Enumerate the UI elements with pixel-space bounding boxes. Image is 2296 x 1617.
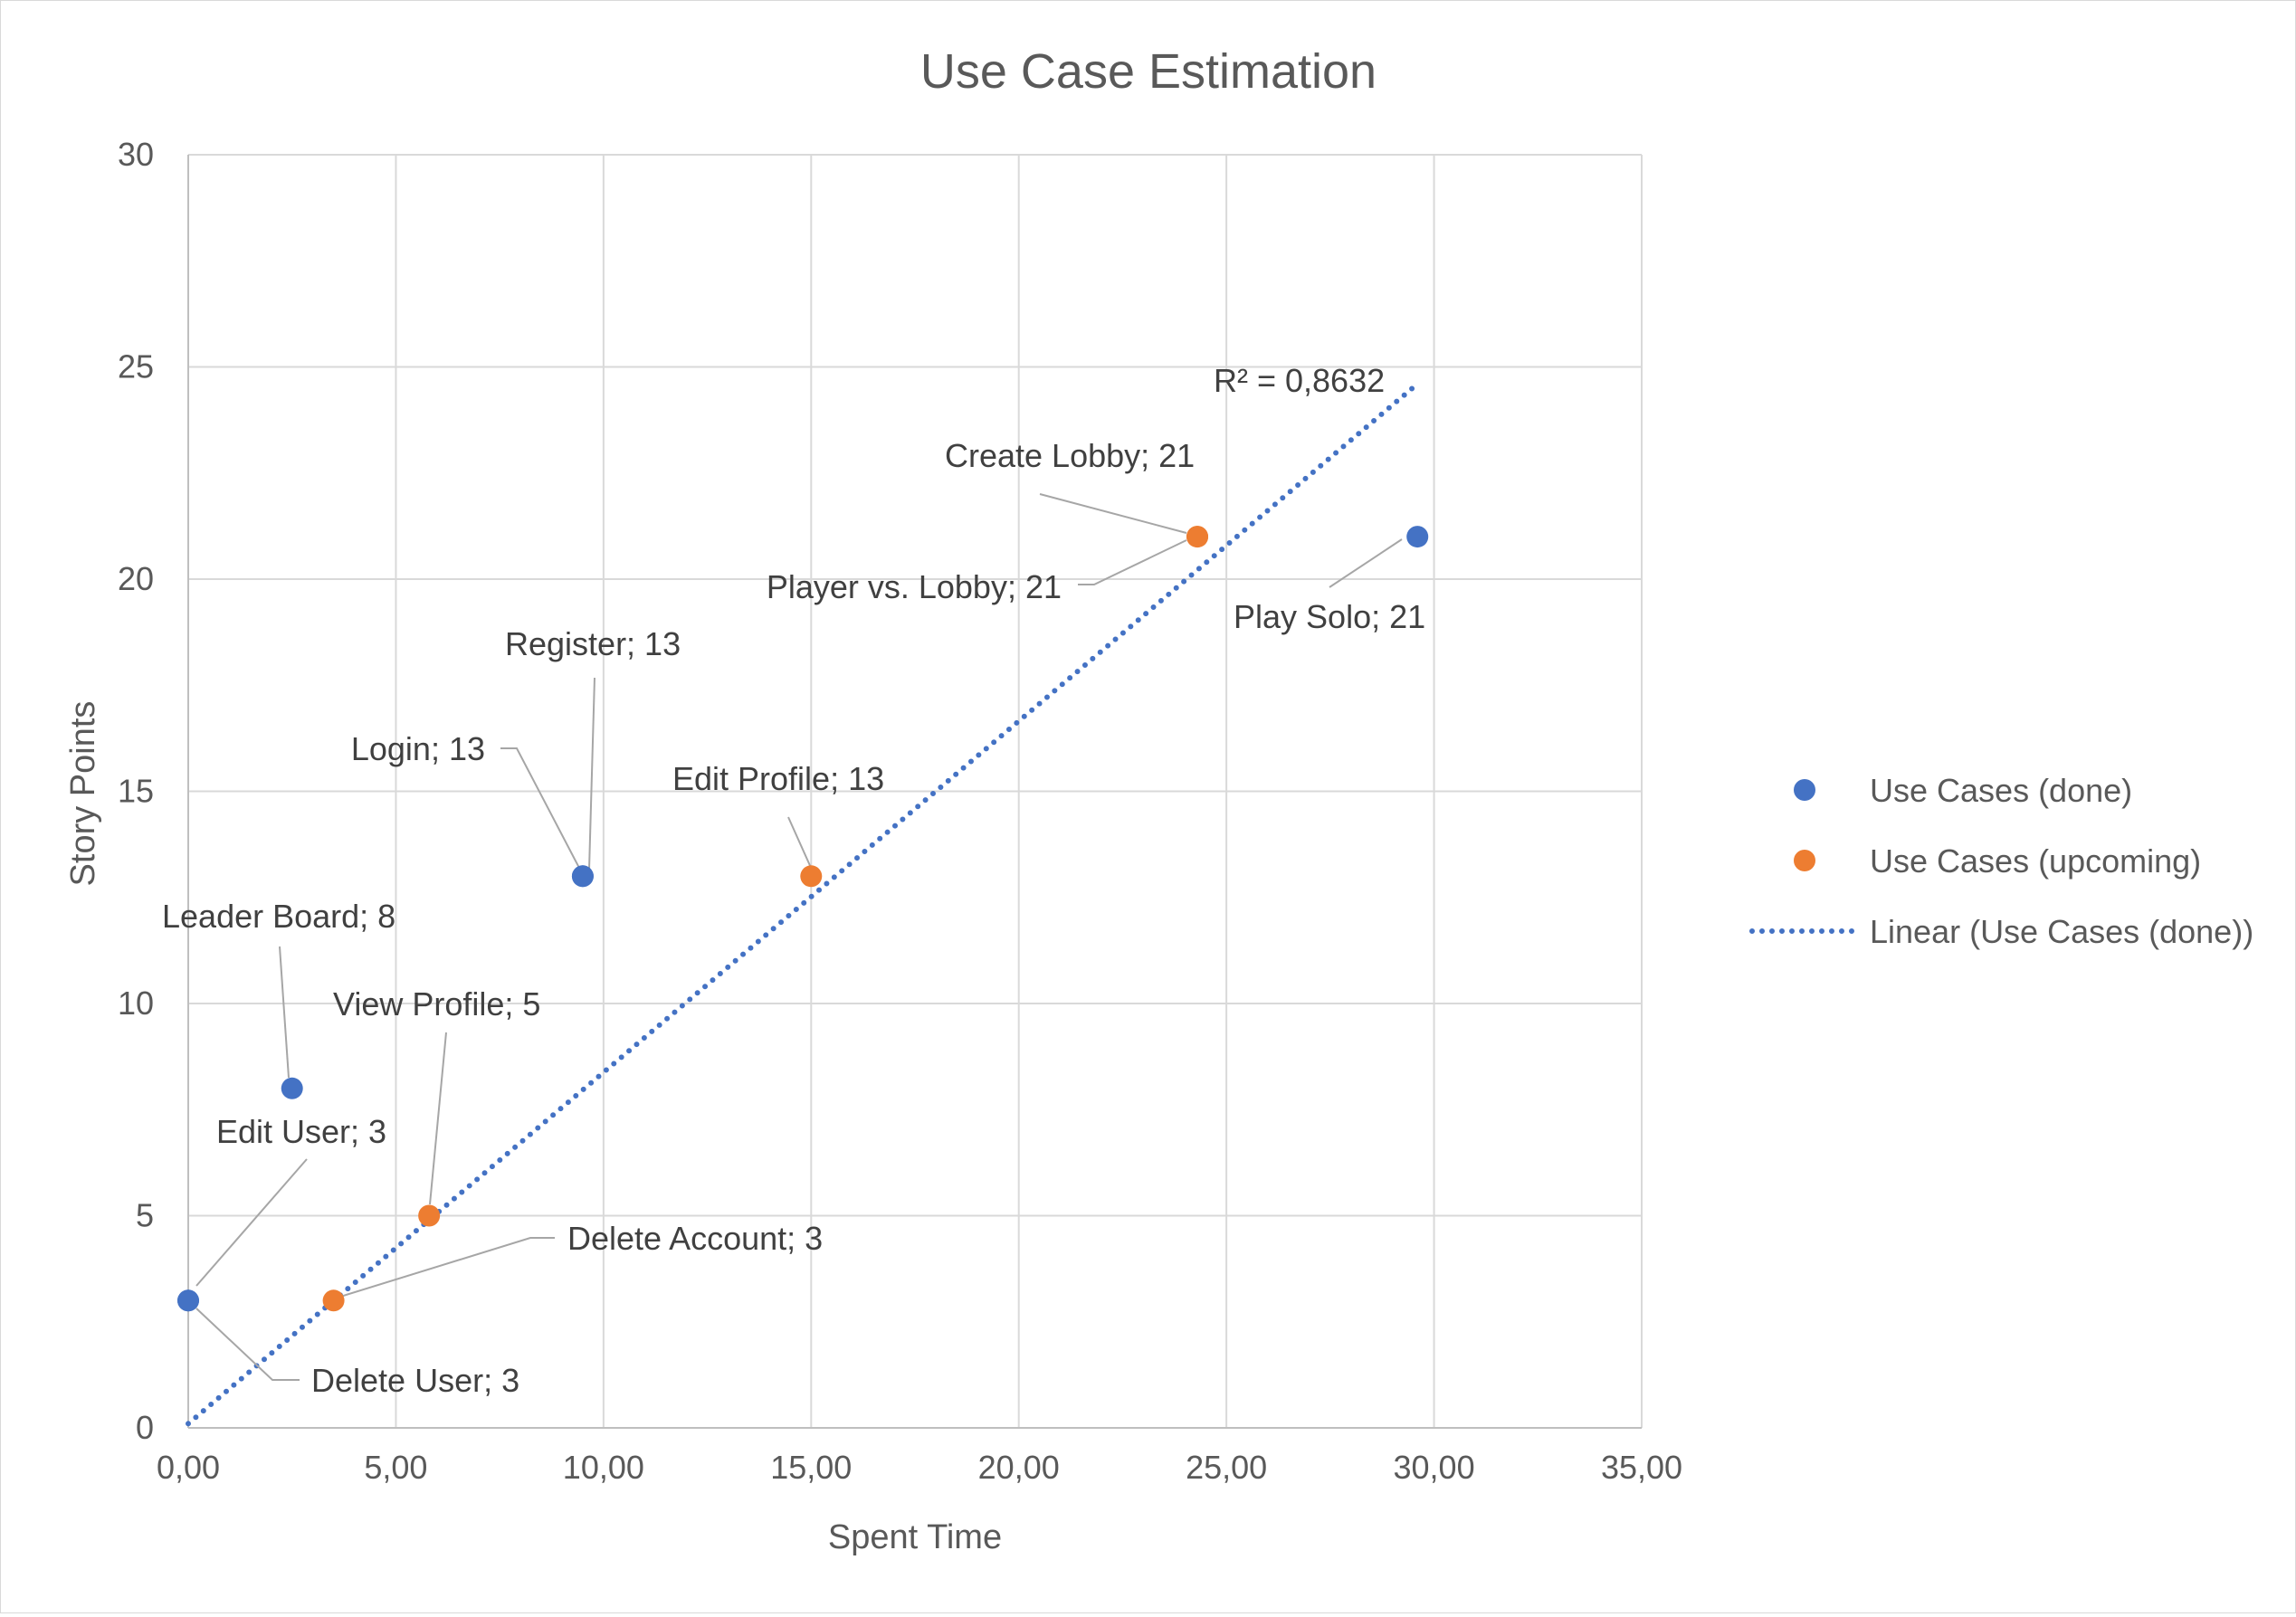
x-tick-label: 10,00	[563, 1449, 644, 1486]
legend-label: Use Cases (done)	[1870, 772, 2132, 809]
legend-label: Linear (Use Cases (done))	[1870, 913, 2253, 950]
data-label: Delete Account; 3	[567, 1220, 823, 1257]
label-leader-line	[1078, 539, 1187, 585]
x-tick-label: 15,00	[770, 1449, 852, 1486]
data-label: Edit User; 3	[216, 1113, 386, 1150]
data-label: Create Lobby; 21	[945, 437, 1195, 474]
data-label: Leader Board; 8	[162, 898, 395, 935]
data-point	[800, 865, 823, 888]
x-axis-title: Spent Time	[828, 1518, 1002, 1556]
data-point	[418, 1204, 441, 1227]
data-label: View Profile; 5	[333, 985, 540, 1023]
r-squared-label: R² = 0,8632	[1214, 362, 1385, 399]
x-tick-label: 25,00	[1186, 1449, 1267, 1486]
y-tick-label: 5	[136, 1197, 154, 1234]
y-tick-label: 25	[118, 348, 154, 385]
y-tick-label: 15	[118, 773, 154, 810]
data-point	[322, 1289, 345, 1312]
y-tick-label: 20	[118, 560, 154, 597]
trendline-layer: R² = 0,8632	[186, 362, 1421, 1427]
chart-title: Use Case Estimation	[920, 44, 1377, 99]
data-label: Play Solo; 21	[1234, 598, 1425, 635]
x-tick-label: 30,00	[1394, 1449, 1475, 1486]
trendline	[186, 381, 1421, 1427]
data-labels: Edit User; 3 Delete User; 3 Leader Board; …	[162, 437, 1425, 1399]
y-tick-label: 30	[118, 136, 154, 173]
label-leader-line	[429, 1032, 447, 1205]
y-axis-title: Story Points	[64, 701, 102, 887]
x-tick-label: 5,00	[364, 1449, 427, 1486]
data-points	[177, 526, 1429, 1312]
label-leader-line	[500, 747, 581, 870]
data-label: Player vs. Lobby; 21	[767, 568, 1062, 605]
data-label: Edit Profile; 13	[672, 760, 884, 797]
label-leader-line	[195, 1158, 308, 1287]
data-label: Login; 13	[351, 730, 485, 767]
leader-lines	[195, 493, 1403, 1381]
data-label: Delete User; 3	[311, 1362, 519, 1399]
axes	[187, 155, 1642, 1429]
label-leader-line	[1329, 538, 1403, 588]
data-point	[571, 865, 594, 888]
label-leader-line	[279, 946, 290, 1079]
data-point	[177, 1289, 199, 1312]
legend-label: Use Cases (upcoming)	[1870, 842, 2201, 880]
data-label: Register; 13	[505, 625, 681, 662]
data-point	[1186, 526, 1209, 548]
x-tick-label: 20,00	[978, 1449, 1060, 1486]
y-tick-label: 0	[136, 1409, 154, 1446]
label-leader-line	[195, 1308, 300, 1381]
legend: Use Cases (done) Use Cases (upcoming) Line…	[1749, 772, 2253, 950]
legend-marker	[1794, 779, 1815, 801]
y-tick-label: 10	[118, 984, 154, 1022]
tick-labels: 0,00 5,00 10,00 15,00 20,00 25,00 30,00 35,00 0 5…	[118, 136, 1682, 1486]
data-point	[281, 1077, 303, 1099]
legend-marker	[1794, 850, 1815, 871]
label-leader-line	[588, 677, 595, 870]
label-leader-line	[1039, 493, 1187, 534]
x-tick-label: 35,00	[1601, 1449, 1682, 1486]
data-point	[1406, 526, 1429, 548]
label-leader-line	[787, 816, 813, 870]
x-tick-label: 0,00	[157, 1449, 220, 1486]
gridlines	[188, 154, 1643, 1428]
label-leader-line	[339, 1237, 555, 1298]
